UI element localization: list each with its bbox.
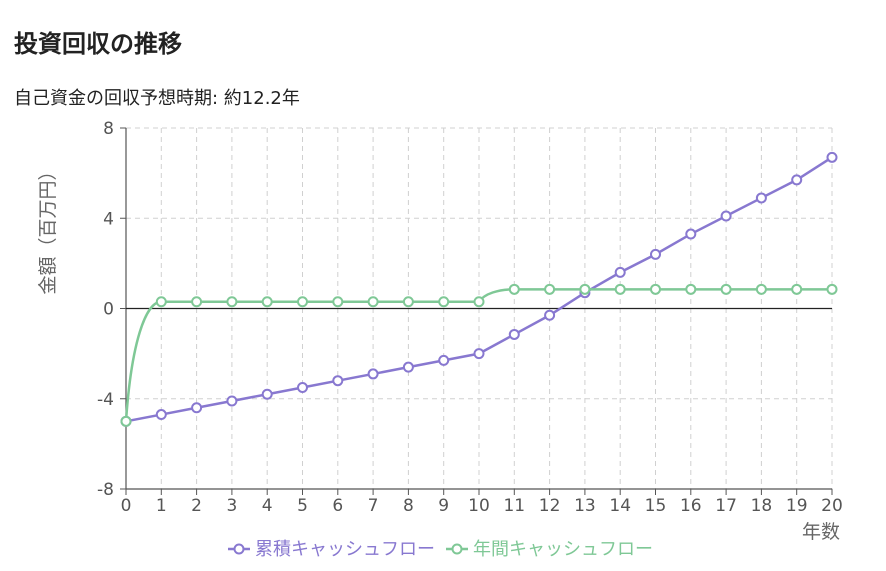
x-tick-label: 18	[751, 496, 773, 516]
x-tick-label: 8	[403, 496, 414, 516]
data-point	[685, 283, 697, 295]
x-tick-label: 3	[226, 496, 237, 516]
data-point	[297, 381, 308, 393]
y-tick-label: 4	[103, 209, 114, 229]
data-point	[791, 174, 803, 186]
data-point	[650, 248, 661, 260]
data-point	[155, 296, 167, 308]
y-tick-label: 8	[103, 119, 114, 139]
data-point	[297, 296, 308, 308]
x-tick-label: 1	[156, 496, 167, 516]
data-point	[508, 328, 520, 340]
data-point	[826, 151, 838, 163]
y-tick-label: -4	[97, 390, 114, 410]
x-tick-label: 10	[468, 496, 490, 516]
data-point	[579, 283, 591, 295]
x-tick-label: 17	[715, 496, 737, 516]
x-tick-label: 4	[262, 496, 273, 516]
series	[120, 151, 838, 427]
y-tick-label: 0	[103, 300, 114, 320]
data-point	[438, 296, 450, 308]
data-point	[438, 354, 450, 366]
y-axis-title: 金額（百万円）	[37, 161, 59, 294]
legend-item-1[interactable]: 累積キャッシュフロー	[228, 539, 435, 560]
data-point	[720, 210, 732, 222]
data-point	[685, 228, 697, 240]
legend[interactable]: 累積キャッシュフロー 年間キャッシュフロー	[228, 539, 653, 560]
data-point	[191, 402, 203, 414]
x-tick-label: 5	[297, 496, 308, 516]
data-point	[544, 283, 556, 295]
data-point	[614, 266, 626, 278]
x-tick-label: 16	[680, 496, 702, 516]
y-tick-label: -8	[97, 480, 114, 500]
x-tick-label: 20	[821, 496, 843, 516]
data-point	[755, 192, 767, 204]
x-tick-label: 0	[121, 496, 132, 516]
legend-label: 累積キャッシュフロー	[255, 539, 435, 560]
data-point	[191, 296, 203, 308]
data-point	[473, 348, 485, 360]
page-title: 投資回収の推移	[14, 30, 182, 58]
data-point	[508, 283, 520, 295]
data-point	[650, 283, 661, 295]
data-point	[332, 296, 344, 308]
data-point	[720, 283, 732, 295]
x-tick-label: 13	[574, 496, 596, 516]
x-tick-label: 14	[609, 496, 631, 516]
data-point	[226, 296, 238, 308]
data-point	[261, 388, 273, 400]
x-tick-label: 2	[191, 496, 202, 516]
legend-label: 年間キャッシュフロー	[473, 539, 653, 560]
data-point	[791, 283, 803, 295]
data-point	[226, 395, 238, 407]
x-tick-label: 9	[438, 496, 449, 516]
data-point	[402, 361, 414, 373]
x-tick-label: 7	[368, 496, 379, 516]
data-point	[826, 283, 838, 295]
axes	[120, 127, 833, 495]
data-point	[473, 296, 485, 308]
data-point	[367, 296, 379, 308]
x-tick-label: 12	[539, 496, 561, 516]
x-tick-label: 15	[645, 496, 667, 516]
data-point	[367, 368, 379, 380]
data-point	[402, 296, 414, 308]
x-tick-label: 19	[786, 496, 808, 516]
legend-item-2[interactable]: 年間キャッシュフロー	[446, 539, 653, 560]
x-tick-label: 6	[332, 496, 343, 516]
data-point	[755, 283, 767, 295]
page-subtitle: 自己資金の回収予想時期: 約12.2年	[14, 88, 300, 109]
x-axis-title: 年数	[802, 521, 840, 543]
data-point	[332, 375, 344, 387]
data-point	[614, 283, 626, 295]
data-point	[261, 296, 273, 308]
data-point	[120, 415, 132, 427]
x-tick-label: 11	[503, 496, 525, 516]
data-point	[155, 409, 167, 421]
legend-swatch-marker	[451, 543, 463, 555]
data-point	[544, 309, 556, 321]
legend-swatch-marker	[233, 543, 245, 555]
